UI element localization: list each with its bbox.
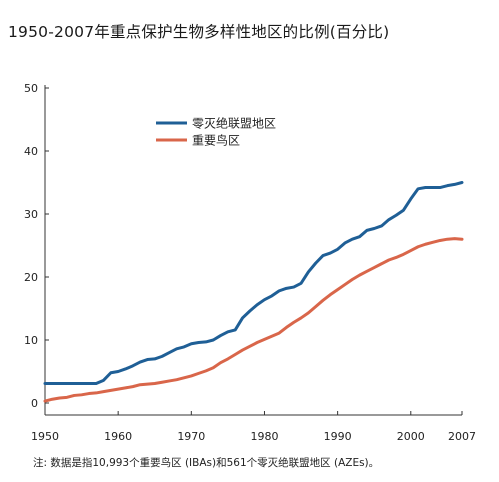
x-tick-label: 1960	[104, 430, 132, 443]
y-tick-label: 0	[31, 397, 38, 410]
series-line-0	[43, 181, 464, 385]
x-tick-label: 1970	[177, 430, 205, 443]
x-tick-label: 2000	[397, 430, 425, 443]
y-tick-label: 20	[24, 271, 38, 284]
x-tick-label: 1990	[324, 430, 352, 443]
chart-title: 1950-2007年重点保护生物多样性地区的比例(百分比)	[8, 23, 390, 41]
chart-note: 注: 数据是指10,993个重要鸟区 (IBAs)和561个零灭绝联盟地区 (A…	[33, 457, 380, 469]
y-tick-label: 40	[24, 145, 38, 158]
x-tick-label: 1950	[31, 430, 59, 443]
y-tick-label: 50	[24, 82, 38, 95]
legend-label-1: 重要鸟区	[192, 133, 240, 148]
y-tick-label: 10	[24, 334, 38, 347]
x-tick-label: 2007	[448, 430, 476, 443]
legend-label-0: 零灭绝联盟地区	[192, 116, 276, 131]
series-lines	[43, 181, 464, 403]
y-tick-label: 30	[24, 208, 38, 221]
axes: 0 10 20 30 40 50 1950 1960 1970 1980 1990 2000 2007	[24, 82, 476, 443]
series-line-1	[43, 237, 464, 403]
x-tick-label: 1980	[250, 430, 278, 443]
